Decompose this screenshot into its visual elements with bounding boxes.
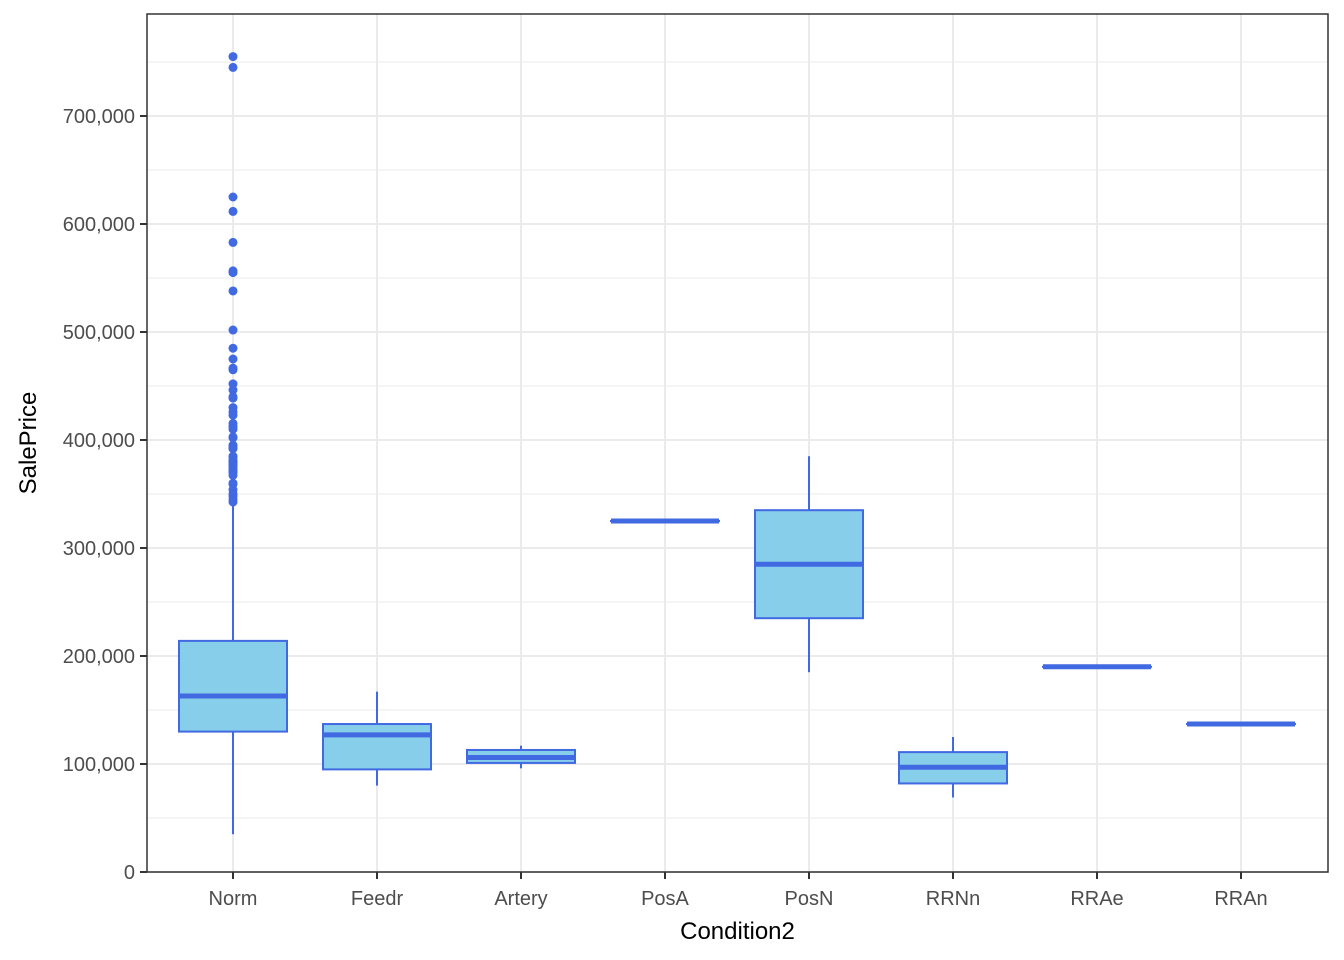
outlier-point bbox=[228, 470, 238, 480]
minor-gridlines bbox=[147, 61, 1328, 819]
outlier-point bbox=[228, 286, 238, 296]
x-tick-label: RRAe bbox=[1070, 888, 1123, 910]
y-tick-label: 400,000 bbox=[63, 430, 135, 452]
iqr-box bbox=[322, 723, 432, 771]
y-axis: 0 100,000 200,000 300,000 400,000 500,000 600,… bbox=[63, 106, 147, 884]
outlier-point bbox=[228, 52, 238, 62]
outlier-point bbox=[228, 268, 238, 278]
x-tick-label: PosN bbox=[785, 888, 834, 910]
x-tick-label: Artery bbox=[494, 888, 547, 910]
outlier-point bbox=[228, 62, 238, 72]
x-tick-label: Norm bbox=[209, 888, 258, 910]
outlier-point bbox=[228, 354, 238, 364]
y-axis-title: SalePrice bbox=[15, 392, 42, 495]
box-norm bbox=[178, 52, 288, 835]
box-artery bbox=[466, 745, 576, 769]
box-feedr bbox=[322, 691, 432, 786]
y-tick-label: 300,000 bbox=[63, 538, 135, 560]
y-tick-label: 600,000 bbox=[63, 214, 135, 236]
outlier-point bbox=[228, 325, 238, 335]
outlier-point bbox=[228, 424, 238, 434]
outlier-point bbox=[228, 206, 238, 216]
box-posn bbox=[754, 456, 864, 673]
outlier-point bbox=[228, 192, 238, 202]
y-tick-label: 700,000 bbox=[63, 106, 135, 128]
y-tick-label: 500,000 bbox=[63, 322, 135, 344]
x-tick-label: PosA bbox=[641, 888, 689, 910]
outlier-point bbox=[228, 393, 238, 403]
y-tick-label: 200,000 bbox=[63, 646, 135, 668]
x-tick-label: RRNn bbox=[926, 888, 980, 910]
outlier-point bbox=[228, 343, 238, 353]
boxes-layer bbox=[178, 52, 1296, 835]
x-tick-label: RRAn bbox=[1214, 888, 1267, 910]
outlier-point bbox=[228, 433, 238, 443]
box-rrnn bbox=[898, 737, 1008, 798]
y-tick-label: 0 bbox=[124, 862, 135, 884]
outlier-point bbox=[228, 497, 238, 507]
outlier-point bbox=[228, 410, 238, 420]
outlier-point bbox=[228, 237, 238, 247]
outlier-point bbox=[228, 385, 238, 395]
x-axis-title: Condition2 bbox=[680, 918, 795, 945]
iqr-box bbox=[178, 639, 288, 733]
x-tick-label: Feedr bbox=[351, 888, 404, 910]
major-gridlines bbox=[147, 14, 1328, 873]
panel-border bbox=[146, 13, 1329, 873]
x-axis: Norm Feedr Artery PosA PosN RRNn RRAe RRAn bbox=[209, 872, 1268, 910]
outlier-point bbox=[228, 365, 238, 375]
y-tick-label: 100,000 bbox=[63, 754, 135, 776]
outlier-point bbox=[228, 444, 238, 454]
